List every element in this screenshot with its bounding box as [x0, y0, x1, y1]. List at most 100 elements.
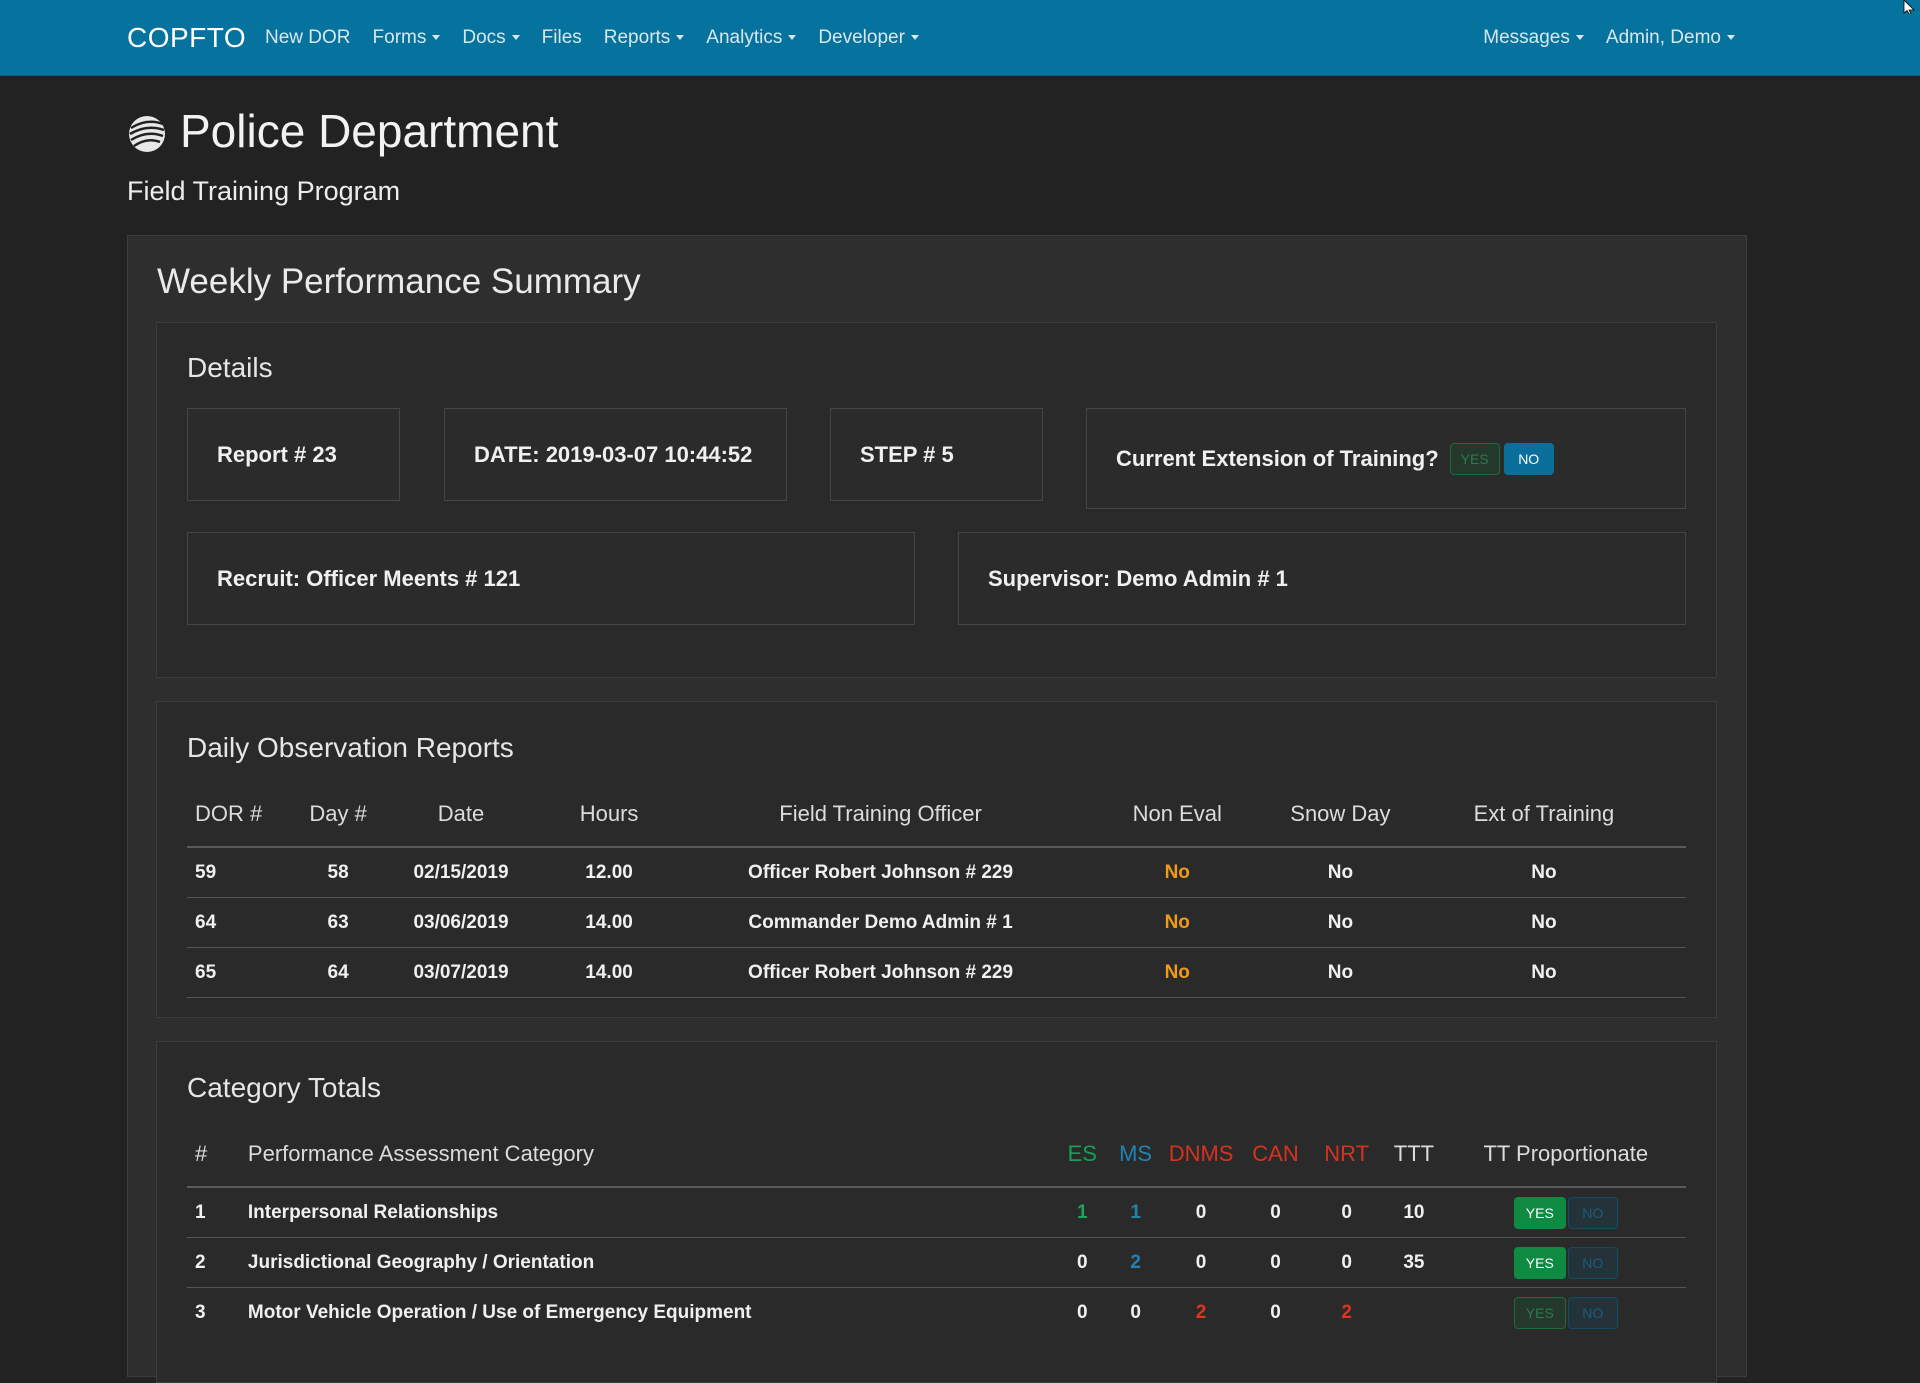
- nav-files-label: Files: [541, 26, 582, 48]
- proportionate-yes-button[interactable]: YES: [1513, 1196, 1566, 1229]
- category-ttt: 10: [1382, 1186, 1446, 1238]
- category-can: 0: [1239, 1186, 1312, 1238]
- col-dnms: DNMS: [1168, 1141, 1234, 1166]
- dor-non-eval: No: [1075, 897, 1279, 948]
- caret-down-icon: [1575, 35, 1584, 40]
- category-table: # Performance Assessment Category ES MS …: [187, 1122, 1686, 1337]
- proportionate-no-button[interactable]: NO: [1567, 1196, 1618, 1229]
- recruit-box: Recruit: Officer Meents # 121: [187, 532, 915, 625]
- category-es: 0: [1055, 1237, 1109, 1288]
- dor-date: 02/15/2019: [389, 846, 533, 898]
- brand-link[interactable]: COPFTO: [127, 22, 247, 53]
- category-nrt: 2: [1311, 1287, 1383, 1337]
- category-number: 3: [187, 1287, 240, 1337]
- col-ttt: TTT: [1393, 1141, 1435, 1166]
- nav-menu: New DOR Forms Docs Files Reports Analyti…: [265, 0, 941, 75]
- proportionate-no-button[interactable]: NO: [1567, 1246, 1618, 1279]
- category-number: 1: [187, 1186, 240, 1238]
- dor-section: Daily Observation Reports DOR # Day # Da…: [156, 701, 1717, 1018]
- dor-header-row: DOR # Day # Date Hours Field Training Of…: [187, 782, 1686, 847]
- dor-ext-training: No: [1401, 947, 1686, 998]
- dor-ext-training: No: [1401, 846, 1686, 898]
- table-row[interactable]: 59 58 02/15/2019 12.00 Officer Robert Jo…: [187, 846, 1686, 898]
- col-date: Date: [437, 801, 485, 826]
- top-navbar: COPFTO New DOR Forms Docs Files Reports …: [0, 0, 1920, 76]
- category-totals-section: Category Totals # Performance Assessment…: [156, 1041, 1717, 1383]
- col-can: CAN: [1252, 1141, 1299, 1166]
- dor-hours: 14.00: [532, 897, 686, 948]
- dor-fto: Officer Robert Johnson # 229: [685, 947, 1076, 998]
- nav-messages[interactable]: Messages: [1483, 27, 1584, 49]
- category-es: 1: [1055, 1186, 1109, 1238]
- mouse-cursor-icon: [1903, 0, 1915, 14]
- extension-yes-button[interactable]: YES: [1449, 442, 1500, 475]
- col-snow-day: Snow Day: [1290, 801, 1391, 826]
- nav-admin-user[interactable]: Admin, Demo: [1606, 27, 1735, 49]
- proportionate-no-button[interactable]: NO: [1567, 1296, 1618, 1329]
- day-number: 63: [286, 897, 390, 948]
- dor-date: 03/06/2019: [389, 897, 533, 948]
- dor-hours: 14.00: [532, 947, 686, 998]
- nav-files[interactable]: Files: [542, 27, 582, 49]
- col-tt-proportionate: TT Proportionate: [1483, 1141, 1649, 1166]
- col-fto: Field Training Officer: [779, 801, 982, 826]
- report-date: DATE: 2019-03-07 10:44:52: [474, 441, 753, 467]
- nav-reports[interactable]: Reports: [604, 27, 685, 49]
- table-row[interactable]: 3 Motor Vehicle Operation / Use of Emerg…: [187, 1287, 1686, 1337]
- proportionate-yes-button[interactable]: YES: [1513, 1296, 1566, 1329]
- nav-messages-label: Messages: [1483, 26, 1570, 48]
- category-ms: 1: [1108, 1186, 1163, 1238]
- caret-down-icon: [910, 35, 919, 40]
- col-dor-number: DOR #: [195, 801, 263, 826]
- caret-down-icon: [432, 35, 441, 40]
- col-non-eval: Non Eval: [1132, 801, 1222, 826]
- nav-analytics[interactable]: Analytics: [706, 27, 797, 49]
- nav-developer[interactable]: Developer: [818, 27, 919, 49]
- department-logo-icon: [129, 116, 165, 152]
- extension-no-button[interactable]: NO: [1503, 442, 1554, 475]
- category-ttt: 35: [1382, 1237, 1446, 1288]
- category-can: 0: [1239, 1237, 1312, 1288]
- table-row[interactable]: 1 Interpersonal Relationships 1 1 0 0 0 …: [187, 1186, 1686, 1238]
- dor-date: 03/07/2019: [389, 947, 533, 998]
- nav-new-dor[interactable]: New DOR: [265, 27, 351, 49]
- category-dnms: 2: [1162, 1287, 1240, 1337]
- nav-forms-label: Forms: [372, 26, 427, 48]
- caret-down-icon: [1727, 35, 1735, 40]
- nav-user-menu: Messages Admin, Demo: [1483, 0, 1735, 75]
- page-subtitle: Field Training Program: [127, 176, 401, 206]
- proportionate-yes-button[interactable]: YES: [1513, 1246, 1566, 1279]
- caret-down-icon: [788, 35, 797, 40]
- details-section: Details Report # 23 DATE: 2019-03-07 10:…: [156, 322, 1717, 678]
- report-number: Report # 23: [217, 441, 337, 467]
- caret-down-icon: [511, 35, 520, 40]
- table-row[interactable]: 65 64 03/07/2019 14.00 Officer Robert Jo…: [187, 947, 1686, 998]
- table-row[interactable]: 64 63 03/06/2019 14.00 Commander Demo Ad…: [187, 897, 1686, 948]
- dor-ext-training: No: [1401, 897, 1686, 948]
- col-ext-training: Ext of Training: [1473, 801, 1615, 826]
- step-box: STEP # 5: [830, 408, 1043, 501]
- extension-toggle: YES NO: [1449, 442, 1554, 475]
- summary-title: Weekly Performance Summary: [157, 262, 641, 301]
- nav-docs[interactable]: Docs: [462, 26, 520, 49]
- category-ms: 0: [1108, 1287, 1163, 1337]
- caret-down-icon: [676, 35, 685, 40]
- dor-table: DOR # Day # Date Hours Field Training Of…: [187, 782, 1686, 998]
- nav-docs-label: Docs: [462, 26, 506, 48]
- day-number: 64: [286, 947, 390, 998]
- category-proportionate: YES NO: [1445, 1237, 1686, 1288]
- category-es: 0: [1055, 1287, 1109, 1337]
- details-title: Details: [187, 352, 273, 383]
- category-proportionate: YES NO: [1445, 1186, 1686, 1238]
- category-header-row: # Performance Assessment Category ES MS …: [187, 1122, 1686, 1187]
- dor-snow-day: No: [1278, 846, 1402, 898]
- dor-title: Daily Observation Reports: [187, 732, 514, 763]
- col-ms: MS: [1119, 1141, 1153, 1166]
- page-title: Police Department: [180, 105, 559, 157]
- col-day-number: Day #: [309, 801, 367, 826]
- nav-developer-label: Developer: [818, 26, 905, 48]
- col-nrt: NRT: [1324, 1141, 1370, 1166]
- nav-forms[interactable]: Forms: [373, 27, 441, 49]
- dor-fto: Officer Robert Johnson # 229: [685, 846, 1076, 898]
- table-row[interactable]: 2 Jurisdictional Geography / Orientation…: [187, 1237, 1686, 1288]
